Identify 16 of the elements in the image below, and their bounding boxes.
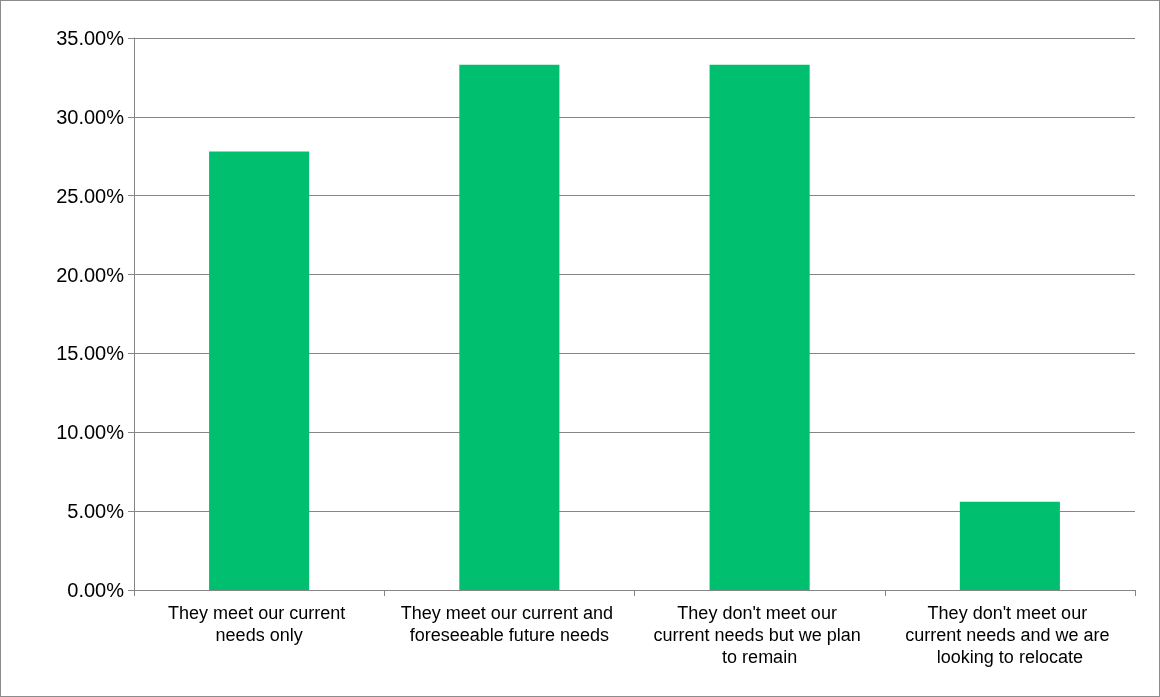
y-tick-label: 0.00% — [67, 579, 125, 601]
y-tick-label: 15.00% — [56, 342, 125, 365]
bar — [209, 151, 310, 590]
y-tick-label: 30.00% — [56, 105, 125, 128]
bar — [709, 64, 810, 590]
bar — [459, 64, 560, 590]
y-tick-label: 10.00% — [56, 421, 125, 444]
y-tick-label: 25.00% — [56, 184, 125, 207]
y-tick-label: 35.00% — [56, 27, 125, 49]
x-tick-label: They don't meet our current needs and we are looking to relocate — [905, 603, 1115, 667]
y-tick-label: 20.00% — [56, 263, 125, 286]
bar — [959, 501, 1060, 590]
x-tick-label: They meet our current needs only — [168, 603, 351, 645]
x-tick-label: They don't meet our current needs but we plan to remain — [653, 603, 866, 667]
y-tick-label: 5.00% — [67, 500, 125, 523]
x-tick-label: They meet our current and foreseeable future needs — [400, 603, 618, 645]
